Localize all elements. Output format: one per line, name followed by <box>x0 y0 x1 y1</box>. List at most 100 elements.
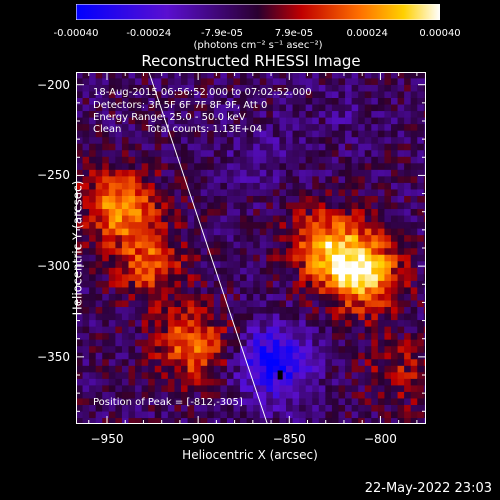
heatmap-cell <box>141 156 149 164</box>
heatmap-cell <box>377 293 386 301</box>
heatmap-cell <box>423 391 426 399</box>
heatmap-cell <box>299 247 307 255</box>
heatmap-cell <box>76 273 84 281</box>
heatmap-cell <box>312 319 320 327</box>
heatmap-cell <box>108 234 116 242</box>
heatmap-cell <box>371 260 379 268</box>
heatmap-cell <box>82 339 90 347</box>
heatmap-cell <box>318 267 326 275</box>
heatmap-cell <box>95 162 103 170</box>
heatmap-cell <box>194 299 202 308</box>
heatmap-cell <box>423 352 426 360</box>
heatmap-cell <box>76 90 84 98</box>
heatmap-cell <box>108 208 116 216</box>
heatmap-cell <box>338 306 346 314</box>
heatmap-cell <box>167 241 176 249</box>
heatmap-cell <box>423 260 426 268</box>
heatmap-cell <box>82 214 90 223</box>
heatmap-cell <box>226 280 235 288</box>
heatmap-cell <box>384 391 392 399</box>
heatmap-cell <box>181 267 189 275</box>
heatmap-cell <box>266 410 274 419</box>
heatmap-cell <box>391 195 399 203</box>
heatmap-cell <box>272 312 281 321</box>
heatmap-cell <box>240 306 248 314</box>
heatmap-cell <box>384 195 392 203</box>
heatmap-cell <box>76 267 84 275</box>
heatmap-cell <box>108 267 116 275</box>
heatmap-cell <box>351 228 359 236</box>
heatmap-cell <box>331 254 340 262</box>
heatmap-cell <box>148 182 156 190</box>
heatmap-cell <box>89 404 97 412</box>
heatmap-cell <box>377 391 386 399</box>
heatmap-cell <box>364 162 372 170</box>
heatmap-cell <box>181 169 189 177</box>
heatmap-cell <box>128 417 136 424</box>
heatmap-cell <box>358 156 366 164</box>
heatmap-cell <box>331 162 340 170</box>
heatmap-cell <box>397 208 405 216</box>
heatmap-cell <box>259 182 267 190</box>
heatmap-cell <box>358 214 366 223</box>
heatmap-cell <box>213 221 221 229</box>
heatmap-cell <box>102 188 110 196</box>
heatmap-cell <box>89 267 97 275</box>
heatmap-cell <box>305 241 313 249</box>
heatmap-cell <box>233 286 241 294</box>
heatmap-cell <box>187 103 195 112</box>
heatmap-cell <box>272 143 281 151</box>
heatmap-cell <box>292 195 300 203</box>
heatmap-cell <box>148 260 156 268</box>
heatmap-cell <box>187 201 195 210</box>
heatmap-cell <box>226 162 235 170</box>
heatmap-cell <box>345 201 353 210</box>
heatmap-cell <box>135 293 143 301</box>
heatmap-cell <box>423 97 426 105</box>
heatmap-cell <box>331 260 340 268</box>
heatmap-cell <box>194 188 202 196</box>
heatmap-cell <box>404 391 412 399</box>
heatmap-cell <box>404 130 412 138</box>
heatmap-cell <box>279 280 287 288</box>
heatmap-cell <box>279 169 287 177</box>
heatmap-cell <box>253 365 261 373</box>
heatmap-cell <box>391 241 399 249</box>
heatmap-cell <box>325 384 333 392</box>
heatmap-cell <box>312 110 320 118</box>
heatmap-cell <box>391 332 399 340</box>
heatmap-cell <box>194 404 202 412</box>
heatmap-cell <box>121 214 130 223</box>
heatmap-cell <box>358 332 366 340</box>
heatmap-cell <box>423 365 426 373</box>
heatmap-cell <box>286 299 294 308</box>
heatmap-cell <box>89 241 97 249</box>
heatmap-cell <box>345 378 353 386</box>
heatmap-cell <box>115 312 123 321</box>
heatmap-cell <box>200 260 208 268</box>
heatmap-cell <box>272 162 281 170</box>
heatmap-cell <box>128 195 136 203</box>
heatmap-cell <box>286 149 294 157</box>
heatmap-cell <box>318 352 326 360</box>
heatmap-cell <box>279 273 287 281</box>
heatmap-cell <box>410 339 418 347</box>
heatmap-cell <box>423 188 426 196</box>
heatmap-cell <box>200 90 208 98</box>
heatmap-cell <box>266 97 274 105</box>
heatmap-cell <box>89 410 97 419</box>
heatmap-cell <box>338 312 346 321</box>
heatmap-cell <box>220 410 228 419</box>
heatmap-cell <box>233 234 241 242</box>
heatmap-cell <box>82 156 90 164</box>
heatmap-cell <box>253 345 261 353</box>
heatmap-cell <box>384 332 392 340</box>
heatmap-cell <box>259 169 267 177</box>
heatmap-cell <box>253 384 261 392</box>
heatmap-cell <box>266 188 274 196</box>
heatmap-cell <box>207 358 215 366</box>
heatmap-cell <box>194 326 202 334</box>
heatmap-cell <box>246 345 254 353</box>
heatmap-cell <box>115 378 123 386</box>
heatmap-cell <box>377 234 386 242</box>
